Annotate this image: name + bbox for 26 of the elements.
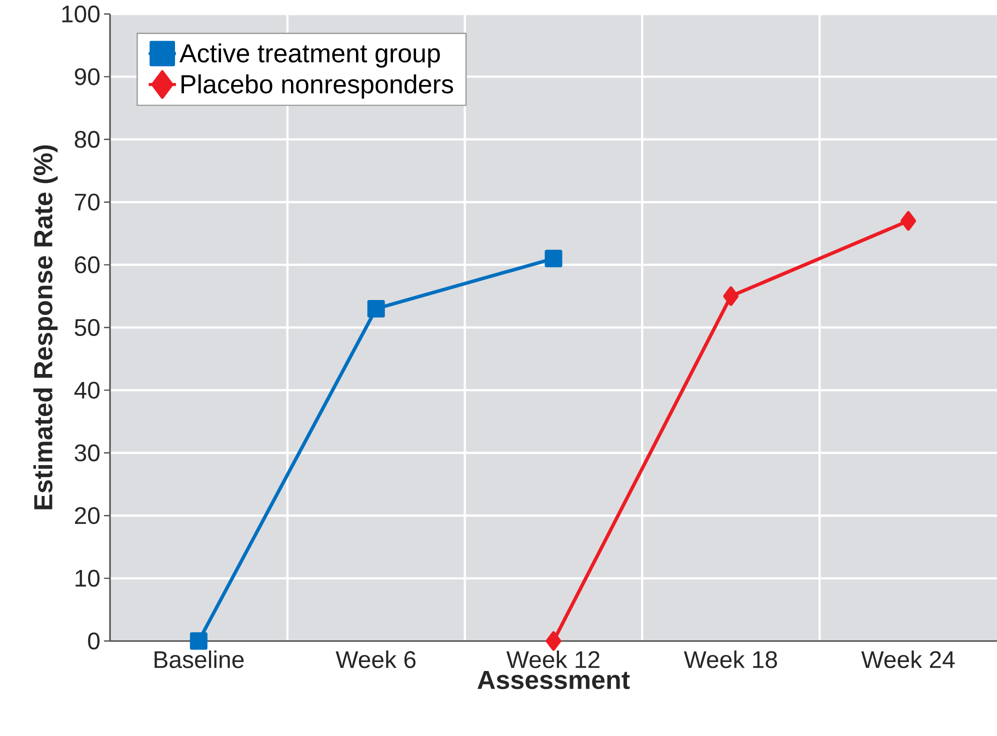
y-tick-label: 90 xyxy=(74,68,100,86)
y-tick-label: 50 xyxy=(74,318,100,336)
point xyxy=(900,211,916,231)
y-tick-label: 100 xyxy=(62,5,100,22)
x-tick-label: Week 24 xyxy=(861,650,955,668)
y-tick-label: 30 xyxy=(74,444,100,462)
point xyxy=(723,286,739,306)
point xyxy=(544,250,562,268)
x-tick-label: Week 12 xyxy=(506,650,600,668)
legend-label: Active treatment group xyxy=(179,43,440,68)
y-tick-label: 80 xyxy=(74,130,100,148)
y-tick-label: 40 xyxy=(74,382,100,399)
y-tick-label: 10 xyxy=(76,570,100,587)
point xyxy=(546,631,562,651)
legend-label: Placebo nonresponders xyxy=(182,74,454,99)
y-tick-label: 70 xyxy=(75,194,100,211)
point xyxy=(367,300,385,318)
y-tick-label: 60 xyxy=(75,256,100,274)
x-axis-title: Assessment xyxy=(478,670,630,690)
y-tick-label: 20 xyxy=(74,507,100,524)
x-tick-label: Baseline xyxy=(154,650,244,668)
x-tick-label: Week 18 xyxy=(684,650,777,668)
point xyxy=(190,632,208,650)
x-tick-label: Week 6 xyxy=(336,650,416,668)
y-axis-title: Estimated Response Rate (%) xyxy=(33,145,58,510)
y-tick-label: 0 xyxy=(88,632,100,650)
